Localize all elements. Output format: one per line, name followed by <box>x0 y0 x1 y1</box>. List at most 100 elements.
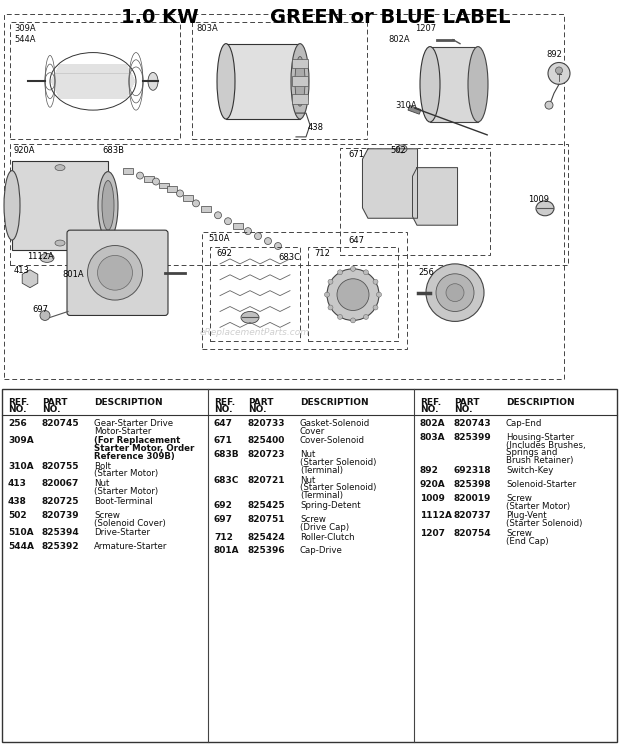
Text: 510A: 510A <box>208 234 229 243</box>
Bar <box>292 77 308 86</box>
Text: 310A: 310A <box>8 462 33 471</box>
Text: NO.: NO. <box>454 405 472 414</box>
Ellipse shape <box>548 62 570 84</box>
Ellipse shape <box>241 312 259 324</box>
Text: Switch-Key: Switch-Key <box>506 466 554 475</box>
Text: 309A: 309A <box>14 24 35 33</box>
Text: 820067: 820067 <box>42 479 79 488</box>
FancyBboxPatch shape <box>67 230 168 315</box>
Text: (Terminal): (Terminal) <box>300 466 343 475</box>
Ellipse shape <box>102 181 114 230</box>
Ellipse shape <box>55 164 65 170</box>
Text: Springs and: Springs and <box>506 449 557 458</box>
Bar <box>192 22 367 139</box>
Text: 820754: 820754 <box>454 529 492 538</box>
Text: 1009: 1009 <box>528 196 549 205</box>
Text: 309A: 309A <box>8 437 33 446</box>
Text: 920A: 920A <box>14 146 35 155</box>
Bar <box>10 22 180 139</box>
Ellipse shape <box>98 172 118 239</box>
Text: 825392: 825392 <box>42 542 79 551</box>
Ellipse shape <box>40 310 50 321</box>
Bar <box>308 247 398 341</box>
Text: (Starter Solenoid): (Starter Solenoid) <box>300 458 376 467</box>
Text: 502: 502 <box>390 146 405 155</box>
Text: 1207: 1207 <box>420 529 445 538</box>
Bar <box>210 247 300 341</box>
Ellipse shape <box>337 279 369 310</box>
Text: 820723: 820723 <box>248 450 285 459</box>
Text: Cover-Solenoid: Cover-Solenoid <box>300 437 365 446</box>
Text: 803A: 803A <box>196 24 218 33</box>
Text: Boot-Terminal: Boot-Terminal <box>94 497 153 506</box>
Ellipse shape <box>373 279 378 284</box>
Bar <box>144 176 154 182</box>
Text: Cap-Drive: Cap-Drive <box>300 547 343 556</box>
Text: 647: 647 <box>214 419 233 428</box>
Bar <box>10 144 568 265</box>
Text: 825425: 825425 <box>248 501 286 510</box>
Ellipse shape <box>87 246 143 300</box>
Text: 692: 692 <box>214 501 233 510</box>
Text: 697: 697 <box>32 304 48 313</box>
Bar <box>12 161 108 250</box>
Text: 892: 892 <box>420 466 439 475</box>
Text: DESCRIPTION: DESCRIPTION <box>506 398 575 407</box>
Polygon shape <box>363 149 417 218</box>
Text: Spring-Detent: Spring-Detent <box>300 501 361 510</box>
Bar <box>292 59 308 68</box>
Text: Screw: Screw <box>506 494 532 503</box>
Bar <box>159 182 169 188</box>
Ellipse shape <box>244 228 252 234</box>
Ellipse shape <box>545 101 553 109</box>
Ellipse shape <box>376 292 381 297</box>
Ellipse shape <box>215 212 221 219</box>
Ellipse shape <box>436 274 474 312</box>
Bar <box>202 232 407 349</box>
Text: 671: 671 <box>348 150 364 158</box>
Text: 825424: 825424 <box>248 533 286 542</box>
Ellipse shape <box>337 270 342 275</box>
Ellipse shape <box>397 145 407 153</box>
Text: Gear-Starter Drive: Gear-Starter Drive <box>94 419 173 428</box>
Text: 671: 671 <box>214 437 233 446</box>
Text: 310A: 310A <box>395 101 417 110</box>
Text: 825398: 825398 <box>454 480 492 489</box>
Text: Roller-Clutch: Roller-Clutch <box>300 533 355 542</box>
Text: Gasket-Solenoid: Gasket-Solenoid <box>300 419 370 428</box>
Text: Screw: Screw <box>94 511 120 520</box>
Text: 820721: 820721 <box>248 475 285 484</box>
Ellipse shape <box>217 44 235 119</box>
Text: 1009: 1009 <box>420 494 445 503</box>
Text: NO.: NO. <box>8 405 27 414</box>
Bar <box>292 94 308 104</box>
Text: NO.: NO. <box>42 405 61 414</box>
Text: (For Replacement: (For Replacement <box>94 437 180 446</box>
Text: 647: 647 <box>348 236 364 245</box>
Text: (Starter Motor): (Starter Motor) <box>94 487 158 496</box>
Bar <box>340 148 490 255</box>
Text: Bolt: Bolt <box>94 462 111 471</box>
Text: 1.0 KW: 1.0 KW <box>121 8 199 27</box>
Text: 502: 502 <box>8 511 27 520</box>
Text: Motor-Starter: Motor-Starter <box>94 426 151 435</box>
Text: 256: 256 <box>418 268 434 277</box>
Text: Drive-Starter: Drive-Starter <box>94 528 150 537</box>
Ellipse shape <box>536 201 554 216</box>
Text: (Includes Brushes,: (Includes Brushes, <box>506 440 586 449</box>
Ellipse shape <box>275 243 281 249</box>
Text: 544A: 544A <box>8 542 34 551</box>
Ellipse shape <box>291 44 309 119</box>
Text: 820739: 820739 <box>42 511 79 520</box>
Ellipse shape <box>148 72 158 90</box>
Text: (Drive Cap): (Drive Cap) <box>300 523 349 532</box>
Text: Housing-Starter: Housing-Starter <box>506 433 574 442</box>
Text: 697: 697 <box>214 515 233 524</box>
Text: 802A: 802A <box>388 35 410 44</box>
Text: 1112A: 1112A <box>420 511 452 520</box>
Text: 1207: 1207 <box>415 24 436 33</box>
Text: 825396: 825396 <box>248 547 286 556</box>
Text: 413: 413 <box>8 479 27 488</box>
Text: 820725: 820725 <box>42 497 79 506</box>
Ellipse shape <box>254 233 262 240</box>
